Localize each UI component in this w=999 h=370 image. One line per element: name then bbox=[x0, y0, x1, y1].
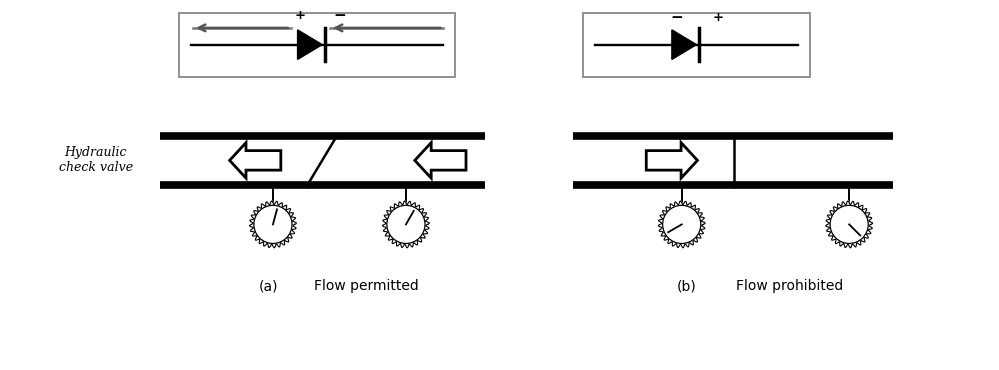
Polygon shape bbox=[415, 143, 466, 178]
Text: +: + bbox=[295, 9, 306, 21]
Polygon shape bbox=[298, 30, 323, 60]
Polygon shape bbox=[826, 201, 872, 248]
Polygon shape bbox=[672, 30, 696, 60]
Polygon shape bbox=[230, 143, 281, 178]
Circle shape bbox=[387, 205, 425, 243]
Text: (a): (a) bbox=[259, 279, 278, 293]
Polygon shape bbox=[383, 201, 430, 248]
Polygon shape bbox=[646, 143, 697, 178]
Circle shape bbox=[254, 205, 292, 243]
Text: −: − bbox=[670, 10, 683, 24]
Text: (b): (b) bbox=[676, 279, 696, 293]
Text: +: + bbox=[712, 11, 723, 24]
Text: −: − bbox=[334, 8, 347, 23]
Circle shape bbox=[662, 205, 700, 243]
Text: Hydraulic
check valve: Hydraulic check valve bbox=[59, 147, 133, 174]
Polygon shape bbox=[658, 201, 705, 248]
Text: Flow prohibited: Flow prohibited bbox=[736, 279, 844, 293]
Bar bbox=[180, 13, 456, 77]
Polygon shape bbox=[250, 201, 297, 248]
Bar bbox=[583, 13, 810, 77]
Circle shape bbox=[830, 205, 868, 243]
Text: Flow permitted: Flow permitted bbox=[314, 279, 419, 293]
